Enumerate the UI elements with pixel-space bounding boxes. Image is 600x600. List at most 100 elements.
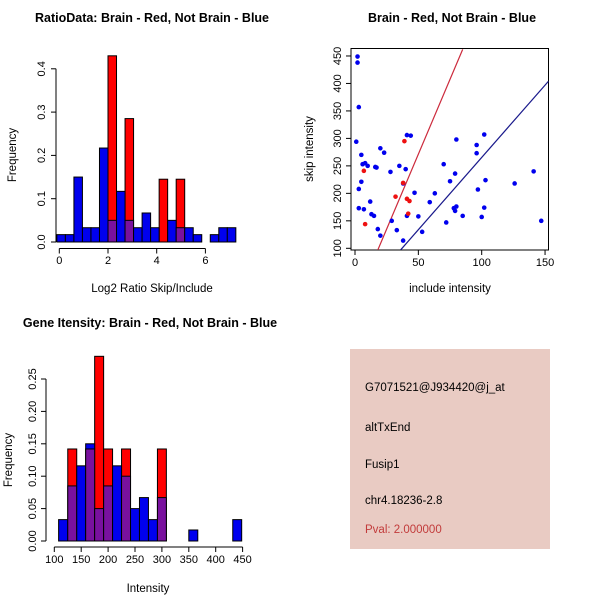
blue-bar: [138, 497, 149, 542]
data-point: [452, 208, 458, 214]
data-point: [356, 186, 362, 192]
data-point: [381, 150, 387, 155]
y-tick-label: 100: [332, 239, 344, 257]
blue-bar: [64, 234, 75, 243]
overlap-bar: [156, 497, 167, 542]
y-tick-label: 300: [332, 129, 344, 147]
y-tick-label: 0.10: [27, 465, 39, 486]
axes: [346, 48, 549, 255]
data-point: [474, 142, 479, 148]
gene-info-box: G7071521@J934420@j_at altTxEnd Fusip1 ch…: [350, 349, 550, 549]
overlap-bar: [124, 219, 135, 243]
blue-bar: [232, 519, 243, 542]
data-point: [419, 229, 425, 235]
data-point: [405, 211, 411, 216]
overlap-bar: [67, 485, 78, 542]
overlap-bar: [94, 508, 105, 542]
blue-bar-cap: [85, 443, 96, 450]
y-tick-label: 0.3: [36, 104, 48, 119]
data-point: [452, 171, 458, 176]
data-point: [475, 187, 481, 192]
data-point: [375, 226, 381, 232]
y-tick-label: 0.1: [36, 191, 48, 206]
x-tick-label: 250: [126, 554, 144, 566]
blue-bar: [150, 227, 160, 243]
y-tick-label: 0.25: [27, 368, 39, 389]
y-axis-label: Frequency: [7, 128, 19, 183]
data-point: [432, 191, 438, 196]
y-tick-label: 0.0: [36, 234, 48, 249]
data-point: [378, 233, 383, 238]
data-point: [412, 190, 417, 196]
blue-bar: [209, 234, 220, 243]
data-point: [479, 214, 484, 220]
x-tick-label: 0: [56, 255, 62, 267]
data-point: [531, 169, 536, 174]
panel-title: Brain - Red, Not Brain - Blue: [368, 11, 536, 25]
trend-lines: [377, 49, 549, 250]
data-point: [400, 180, 406, 186]
panel-title: RatioData: Brain - Red, Not Brain - Blue: [35, 11, 269, 25]
data-point: [372, 164, 378, 170]
data-point: [403, 166, 408, 172]
data-point: [394, 227, 400, 233]
trend-line: [377, 49, 464, 250]
data-point: [356, 205, 362, 211]
y-tick-label: 0.15: [27, 433, 39, 454]
red-bar: [107, 55, 118, 243]
histogram-bars: [56, 55, 237, 243]
x-tick-label: 100: [45, 554, 63, 566]
blue-bar: [90, 227, 100, 243]
y-tick-label: 400: [332, 74, 344, 92]
x-axis-label: include intensity: [409, 283, 491, 295]
data-point: [483, 177, 488, 183]
x-tick-label: 6: [202, 255, 208, 267]
data-point: [356, 104, 362, 110]
axes: [51, 68, 206, 254]
hist_ratio: 0 2 4 6 0.0 0.1 0.2 0.3 0.4 RatioData: Brain - Re…: [7, 11, 269, 295]
data-point: [355, 54, 360, 59]
data-point: [460, 213, 465, 219]
red-bar: [158, 178, 169, 243]
y-tick-label: 250: [332, 157, 344, 175]
blue-bar: [98, 147, 109, 243]
data-point: [362, 221, 368, 227]
panel-title: Gene Itensity: Brain - Red, Not Brain - …: [23, 316, 277, 330]
skip-include-scatter-panel: 0 50 100 150 100 150 200 250 300 350 400 450 Brain -…: [304, 11, 554, 295]
x-axis-label: Log2 Ratio Skip/Include: [91, 283, 212, 295]
y-tick-label: 0.2: [36, 148, 48, 163]
x-tick-label: 400: [207, 554, 225, 566]
data-point: [397, 163, 402, 169]
histogram-bars: [58, 355, 243, 542]
hist_gene: 100 150 200 250 300 350 400 450 0.00 0.05 0.10 0.15…: [3, 316, 277, 595]
x-tick-label: 150: [536, 257, 554, 269]
data-point: [538, 218, 544, 224]
overlap-bar: [107, 219, 118, 243]
y-tick-label: 0.00: [27, 530, 39, 551]
data-point: [481, 132, 487, 137]
blue-bar: [130, 508, 140, 542]
x-tick-label: 2: [105, 255, 111, 267]
data-point: [474, 150, 479, 156]
y-axis-label: skip intensity: [304, 116, 316, 182]
gene-intensity-histogram-panel: 100 150 200 250 300 350 400 450 0.00 0.05 0.10 0.15…: [3, 316, 277, 595]
blue-bar: [81, 227, 92, 243]
x-tick-label: 50: [412, 257, 424, 269]
blue-bar: [116, 190, 126, 243]
data-point: [512, 181, 517, 186]
blue-bar: [218, 227, 228, 243]
x-tick-label: 4: [154, 255, 160, 267]
overlap-bar: [103, 485, 114, 542]
data-point: [443, 220, 449, 225]
data-point: [353, 139, 359, 144]
x-tick-label: 350: [180, 554, 198, 566]
blue-bar: [167, 219, 177, 243]
data-point: [427, 199, 433, 205]
blue-bar: [76, 465, 87, 542]
y-tick-label: 0.4: [36, 61, 48, 76]
gene-info-panel: G7071521@J934420@j_at altTxEnd Fusip1 ch…: [300, 300, 600, 600]
y-tick-label: 150: [332, 212, 344, 230]
overlap-bar: [175, 227, 186, 243]
blue-bar: [188, 529, 199, 542]
